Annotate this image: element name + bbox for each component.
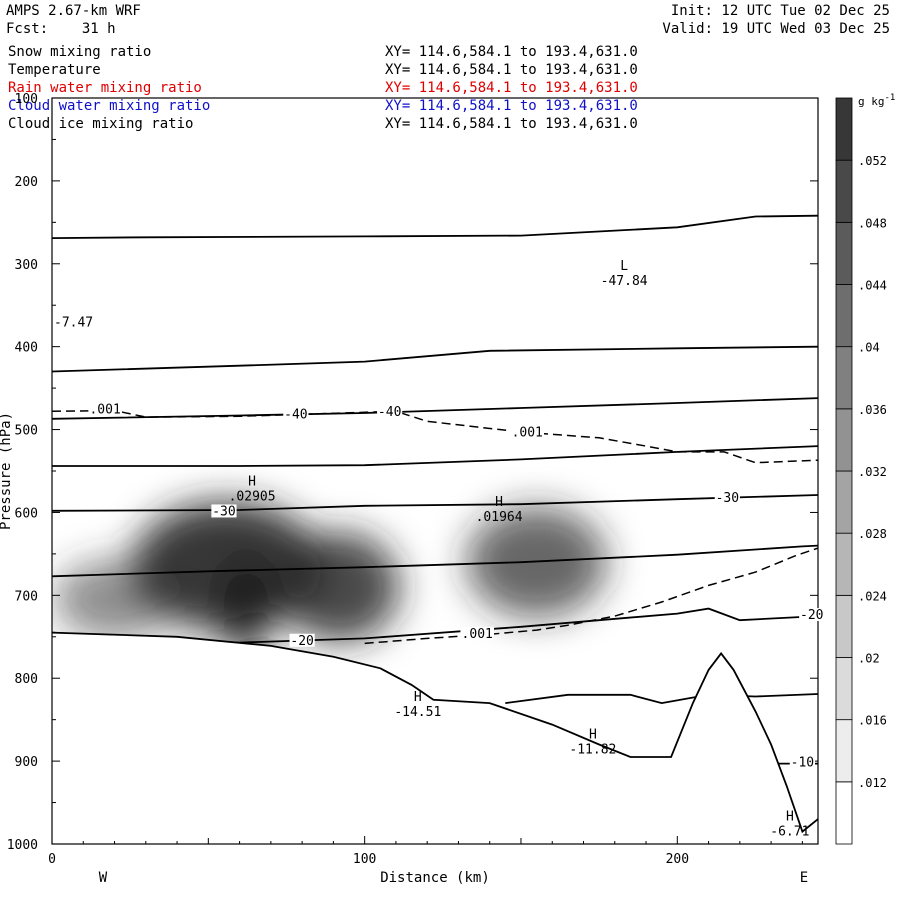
colorbar-label: .028 (858, 527, 887, 541)
y-tick-label: 900 (15, 755, 38, 770)
y-tick-label: 300 (15, 258, 38, 273)
colorbar-box (835, 719, 853, 783)
colorbar-box (835, 408, 853, 472)
y-tick-label: 500 (15, 424, 38, 439)
isotherm-line (52, 544, 818, 578)
y-tick-label: 600 (15, 506, 38, 521)
colorbar-box (835, 532, 853, 596)
y-tick-label: 100 (15, 92, 38, 107)
field-xy: XY= 114.6,584.1 to 193.4,631.0 (385, 98, 638, 114)
isotherm-line (52, 345, 818, 373)
axes: 100 200 300 400 500 600 700 800 900 1000 0 100 200 Di… (0, 92, 818, 886)
isotherm-label: -30 (212, 504, 235, 519)
isotherm-line (52, 214, 818, 239)
colorbar-box (835, 657, 853, 721)
terrain-surface-line (52, 631, 818, 834)
y-axis-label: Pressure (hPa) (0, 412, 14, 530)
colorbar-label: .052 (858, 154, 887, 168)
field-xy: XY= 114.6,584.1 to 193.4,631.0 (385, 62, 638, 78)
cloud-ice-label: .001 (512, 426, 543, 441)
y-tick-label: 200 (15, 175, 38, 190)
y-tick-label: 400 (15, 341, 38, 356)
y-tick-label: 700 (15, 589, 38, 604)
colorbar-label: .036 (858, 403, 887, 417)
y-tick-label: 1000 (7, 838, 38, 853)
colorbar-box (835, 284, 853, 348)
colorbar-label: .016 (858, 714, 887, 728)
y-tick-label: 800 (15, 672, 38, 687)
extremum-value: -47.84 (601, 274, 648, 289)
colorbar-box (835, 594, 853, 658)
snow-maximum (54, 559, 175, 640)
field-xy: XY= 114.6,584.1 to 193.4,631.0 (385, 44, 638, 60)
cloud-ice-label: .001 (462, 627, 493, 642)
field-name: Cloud water mixing ratio (8, 98, 211, 114)
isotherm-line (52, 445, 818, 467)
field-xy: XY= 114.6,584.1 to 193.4,631.0 (385, 80, 638, 96)
colorbar-box (835, 470, 853, 534)
extremum-value: .01964 (476, 510, 523, 525)
x-tick-label: 100 (353, 852, 376, 867)
colorbar-box (835, 781, 853, 845)
isotherm-label: -10 (791, 756, 814, 771)
forecast-hour: Fcst: 31 h (6, 21, 116, 37)
init-time: Init: 12 UTC Tue 02 Dec 25 (670, 3, 890, 19)
colorbar-unit: g kg-1 (858, 93, 895, 108)
extremum-value: -14.51 (394, 705, 441, 720)
colorbar-label: .012 (858, 776, 887, 790)
colorbar-label: .044 (858, 279, 887, 293)
field-name: Snow mixing ratio (8, 44, 152, 60)
field-name: Cloud ice mixing ratio (8, 116, 194, 132)
isotherm-label: -40 (284, 407, 307, 422)
colorbar-label: .02 (858, 652, 880, 666)
isotherm-label: -20 (800, 608, 823, 623)
extremum-value: .02905 (229, 490, 276, 505)
colorbar-box (835, 97, 853, 161)
terrain-fill (52, 632, 818, 844)
extremum-letter: H (786, 809, 794, 824)
colorbar-label: .048 (858, 216, 887, 230)
extremum-letter: H (414, 690, 422, 705)
extremum-value: -7.47 (54, 315, 93, 330)
snow-maximum (132, 501, 323, 632)
extremum-letter: L (620, 259, 628, 274)
colorbar-label: .04 (858, 341, 880, 355)
isotherm-label: -40 (378, 405, 401, 420)
colorbar-label: .032 (858, 465, 887, 479)
cloud-ice-label: .001 (89, 402, 120, 417)
field-name: Temperature (8, 62, 101, 78)
contour-lines (52, 214, 818, 844)
colorbar-box (835, 221, 853, 285)
colorbar-box (835, 346, 853, 410)
snow-maximum (279, 532, 400, 643)
field-name: Rain water mixing ratio (8, 80, 202, 96)
west-label: W (99, 870, 108, 886)
extremum-letter: H (248, 475, 256, 490)
colorbar: .012 .016 .02 .024 .028 .032 .036 .04 .044 .048 .0… (835, 93, 895, 845)
model-title: AMPS 2.67-km WRF (6, 3, 141, 19)
field-xy: XY= 114.6,584.1 to 193.4,631.0 (385, 116, 638, 132)
x-tick-label: 200 (666, 852, 689, 867)
isotherm-line (505, 693, 818, 705)
colorbar-label: .024 (858, 589, 887, 603)
extremum-letter: H (495, 495, 503, 510)
extremum-value: -11.82 (569, 742, 616, 757)
isotherm-label: -30 (716, 491, 739, 506)
x-tick-label: 0 (48, 852, 56, 867)
isotherm-line (52, 397, 818, 420)
contour-labels: -40 -40-30-30-20-20-10.001.001.001H.02905… (54, 259, 825, 839)
extremum-letter: H (589, 727, 597, 742)
colorbar-box (835, 159, 853, 223)
valid-time: Valid: 19 UTC Wed 03 Dec 25 (662, 21, 890, 37)
x-axis-label: Distance (km) (380, 870, 490, 886)
east-label: E (800, 870, 808, 886)
snow-maximum (223, 556, 268, 667)
extremum-value: -6.71 (770, 824, 809, 839)
isotherm-line (52, 494, 818, 512)
isotherm-line (52, 607, 818, 644)
isotherm-label: -20 (290, 634, 313, 649)
cloud-ice-contour (52, 409, 818, 464)
